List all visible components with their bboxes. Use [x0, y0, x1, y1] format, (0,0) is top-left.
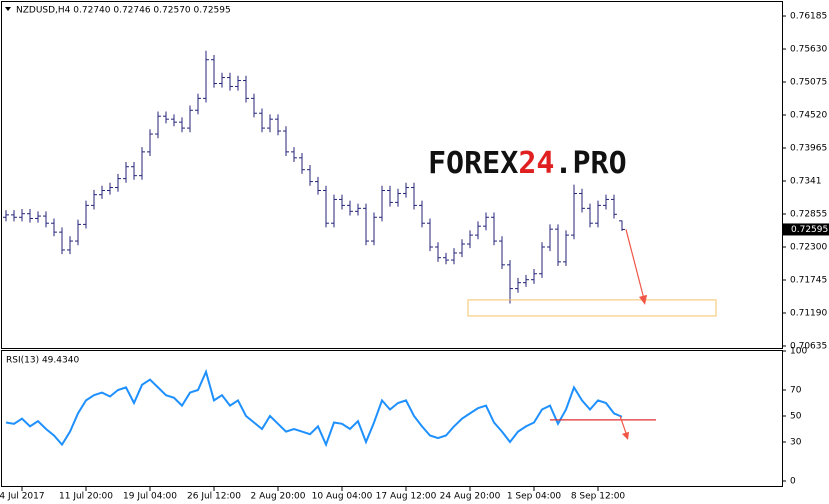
y-tick-label: 0.7341	[790, 176, 822, 186]
forecast-arrowhead	[639, 294, 647, 305]
x-tick-label: 17 Aug 12:00	[376, 492, 437, 502]
y-tick-label: 0.74520	[790, 111, 827, 121]
y-tick-label: 0.71190	[790, 308, 827, 318]
rsi-arrowhead	[622, 431, 629, 440]
rsi-panel	[1, 350, 783, 487]
last-price-box	[783, 223, 829, 236]
y-tick-label: 0.70635	[790, 341, 827, 351]
x-tick-label: 11 Jul 20:00	[59, 492, 113, 502]
x-tick-label: 2 Aug 20:00	[251, 492, 306, 502]
price-title: NZDUSD,H4 0.72740 0.72746 0.72570 0.7259…	[16, 6, 231, 16]
x-tick-label: 10 Aug 04:00	[312, 492, 373, 502]
x-tick-label: 1 Sep 04:00	[507, 492, 562, 502]
y-tick-label: 0.73965	[790, 144, 827, 154]
watermark-left: FOREX	[428, 146, 518, 181]
y-tick-label: 0.72855	[790, 209, 827, 219]
rsi-arrow	[619, 415, 628, 437]
y-tick-label: 100	[790, 347, 807, 357]
target-zone	[467, 299, 717, 317]
x-tick-label: 24 Aug 20:00	[440, 492, 501, 502]
y-tick-label: 50	[790, 412, 802, 422]
forecast-arrow	[625, 229, 646, 304]
y-tick-label: 0.76185	[790, 12, 827, 22]
y-tick-label: 0.71745	[790, 275, 827, 285]
watermark-right: .PRO	[554, 146, 626, 181]
rsi-title: RSI(13) 49.4340	[6, 356, 79, 366]
y-tick-label: 0.75630	[790, 45, 827, 55]
x-tick-label: 26 Jul 12:00	[187, 492, 241, 502]
price-panel	[1, 1, 783, 349]
last-price-label: 0.72595	[791, 225, 828, 235]
x-tick-label: 4 Jul 2017	[0, 492, 45, 502]
y-tick-label: 70	[790, 386, 802, 396]
x-tick-label: 8 Sep 12:00	[571, 492, 626, 502]
y-tick-label: 0.72300	[790, 242, 827, 252]
panel-icon	[5, 7, 11, 11]
watermark-middle: 24	[518, 146, 554, 181]
y-tick-label: 30	[790, 438, 802, 448]
y-tick-label: 0	[790, 477, 796, 487]
watermark: FOREX24.PRO	[428, 146, 627, 181]
y-tick-label: 0.75075	[790, 78, 827, 88]
x-tick-label: 19 Jul 04:00	[123, 492, 177, 502]
rsi-line	[5, 368, 623, 448]
